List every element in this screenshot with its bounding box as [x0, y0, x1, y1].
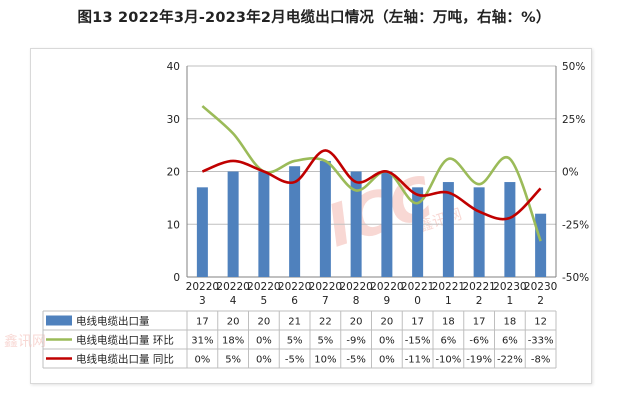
x-tick-label: 20220 — [339, 281, 372, 293]
data-label: -8% — [531, 355, 550, 366]
chart-frame — [30, 48, 592, 384]
bar — [442, 182, 454, 277]
bar — [381, 171, 393, 277]
x-tick-label: 0 — [414, 295, 421, 307]
data-label: 18% — [222, 336, 244, 347]
data-label: 22 — [319, 317, 332, 328]
legend-label: 电线电缆出口量 环比 — [76, 334, 174, 347]
data-label: 20 — [350, 317, 363, 328]
left-tick-label: 0 — [173, 272, 180, 284]
x-tick-label: 7 — [322, 295, 329, 307]
data-label: 17 — [411, 317, 424, 328]
bar — [473, 187, 485, 277]
data-label: -22% — [497, 355, 523, 366]
data-label: -6% — [469, 336, 488, 347]
bar — [319, 160, 331, 277]
x-tick-label: 6 — [291, 295, 298, 307]
bar — [412, 187, 424, 277]
right-tick-label: 50% — [562, 61, 585, 73]
x-tick-label: 20230 — [524, 281, 557, 293]
x-tick-label: 1 — [507, 295, 514, 307]
bar — [289, 166, 301, 277]
data-label: 17 — [196, 317, 209, 328]
left-tick-label: 20 — [167, 167, 180, 179]
data-label: 20 — [381, 317, 394, 328]
data-label: -5% — [285, 355, 304, 366]
data-label: -19% — [466, 355, 492, 366]
data-label: -11% — [405, 355, 431, 366]
legend-label: 电线电缆出口量 同比 — [76, 353, 174, 366]
x-tick-label: 3 — [199, 295, 206, 307]
x-tick-label: 2 — [476, 295, 483, 307]
data-label: 20 — [258, 317, 271, 328]
right-tick-label: 25% — [562, 114, 585, 126]
data-label: -10% — [435, 355, 461, 366]
legend-label: 电线电缆出口量 — [76, 315, 150, 328]
data-label: 18 — [442, 317, 455, 328]
x-tick-label: 20220 — [309, 281, 342, 293]
x-tick-label: 20221 — [401, 281, 434, 293]
data-label: 0% — [256, 336, 272, 347]
bar — [227, 171, 239, 277]
data-label: 20 — [227, 317, 240, 328]
chart-title: 图13 2022年3月-2023年2月电缆出口情况（左轴：万吨，右轴：%） — [77, 10, 551, 26]
bar — [350, 171, 362, 277]
bar — [535, 213, 547, 277]
bar — [504, 182, 516, 277]
x-tick-label: 20220 — [216, 281, 249, 293]
x-tick-label: 20220 — [278, 281, 311, 293]
right-tick-label: 0% — [562, 167, 579, 179]
data-label: 5% — [225, 355, 241, 366]
data-label: -15% — [405, 336, 431, 347]
x-tick-label: 20221 — [432, 281, 465, 293]
data-label: 0% — [256, 355, 272, 366]
data-label: 0% — [194, 355, 210, 366]
data-label: 18 — [504, 317, 517, 328]
bar — [258, 171, 270, 277]
x-tick-label: 20221 — [462, 281, 495, 293]
data-label: 21 — [288, 317, 301, 328]
data-label: 12 — [534, 317, 547, 328]
x-tick-label: 9 — [384, 295, 391, 307]
data-label: 31% — [191, 336, 213, 347]
data-label: 0% — [379, 336, 395, 347]
x-tick-label: 4 — [230, 295, 237, 307]
data-label: 10% — [314, 355, 336, 366]
data-label: 5% — [317, 336, 333, 347]
right-tick-label: -25% — [562, 219, 589, 231]
right-tick-label: -50% — [562, 272, 589, 284]
x-tick-label: 5 — [261, 295, 268, 307]
x-tick-label: 2 — [537, 295, 544, 307]
data-label: 6% — [440, 336, 456, 347]
left-tick-label: 40 — [167, 61, 180, 73]
data-label: -33% — [528, 336, 554, 347]
x-tick-label: 20220 — [247, 281, 280, 293]
data-label: 0% — [379, 355, 395, 366]
left-tick-label: 10 — [167, 219, 180, 231]
x-tick-label: 8 — [353, 295, 360, 307]
legend-swatch-bar — [46, 315, 72, 326]
data-label: -9% — [346, 336, 365, 347]
data-label: 17 — [473, 317, 486, 328]
data-label: -5% — [346, 355, 365, 366]
bar — [196, 187, 208, 277]
x-tick-label: 1 — [445, 295, 452, 307]
x-tick-label: 20220 — [186, 281, 219, 293]
left-tick-label: 30 — [167, 114, 180, 126]
data-label: 5% — [287, 336, 303, 347]
yoy-line — [201, 149, 542, 221]
x-tick-label: 20230 — [493, 281, 526, 293]
x-tick-label: 20220 — [370, 281, 403, 293]
watermark-text-corner: 鑫讯网 — [4, 333, 46, 350]
data-label: 6% — [502, 336, 518, 347]
